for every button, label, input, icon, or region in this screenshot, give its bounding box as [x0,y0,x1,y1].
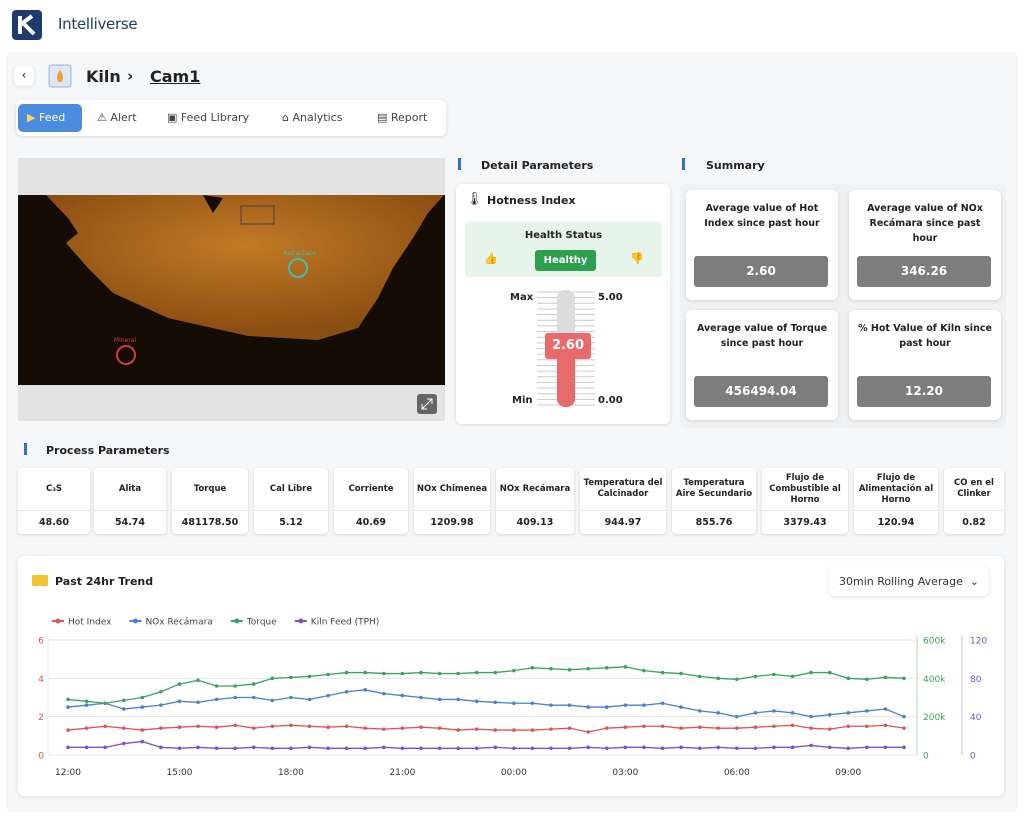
health-badge: Healthy [535,250,596,271]
logo [12,10,42,40]
process-value: 1209.98 [414,510,490,528]
process-label: Flujo de Combustible al Horno [769,472,841,505]
process-value: 481178.50 [172,510,248,528]
tab-label: Feed Library [180,111,250,124]
active-tab-bg [18,104,82,132]
process-value: 0.82 [944,510,1004,528]
process-value: 120.94 [854,510,938,528]
hotness-title: Hotness Index [487,194,576,207]
process-label: CO en el Clinker [954,478,994,499]
tab[interactable]: ⚠ Alert [97,111,137,124]
section-title: Process Parameters [46,444,170,457]
gauge-max-label: Max [510,292,534,303]
process-cell: Temperatura del Calcinador 944.97 [580,468,666,534]
health-title: Health Status [524,230,603,241]
dropdown[interactable]: 30min Rolling Average ⌄ [829,567,989,596]
process-cell: Cal Libre 5.12 [254,468,328,534]
process-cell: Temperatura Aire Secundario 855.76 [672,468,756,534]
section-title: Detail Parameters [481,159,594,172]
gauge-min-value: 0.00 [598,395,623,406]
process-value: 40.69 [334,510,408,528]
process-value: 944.97 [580,510,666,528]
thumb-down[interactable]: 👎 [630,252,644,265]
process-cell: Flujo de Combustible al Horno 3379.43 [762,468,848,534]
process-cell: Corriente 40.69 [334,468,408,534]
process-value: 54.74 [94,510,166,528]
process-label: Alita [118,483,142,494]
kiln-icon [48,64,72,88]
dropdown-value: 30min Rolling Average [839,575,963,588]
process-cell: NOx Recámara 409.13 [496,468,574,534]
section-icon [24,443,34,455]
breadcrumb-parent: Kiln [86,67,121,86]
gauge-min-label: Min [512,395,533,406]
summary-label: Average value of Torque since past hour [696,323,828,349]
process-cell: Flujo de Alimentación al Horno 120.94 [854,468,938,534]
summary-value: 12.20 [857,376,991,407]
summary-value: 346.26 [857,256,991,287]
gauge-fill [557,346,575,407]
back-button[interactable]: ‹ [14,66,34,86]
process-label: NOx Recámara [499,483,571,494]
summary-value: 456494.04 [694,376,828,407]
roi-label: Mineral [114,337,136,344]
tab-label: Feed [38,111,66,124]
process-label: NOx Chimenea [416,483,488,494]
roi-label: Refractario [284,250,317,257]
process-label: Corriente [348,483,394,494]
process-value: 48.60 [18,510,90,528]
breadcrumb-separator: › [127,67,134,85]
section-icon [682,158,692,170]
process-label: Temperatura Aire Secundario [675,478,753,499]
process-label: Cal Libre [269,483,313,494]
video-feed: Refractario Mineral [18,158,445,421]
summary-label: % Hot Value of Kiln since past hour [858,323,992,349]
tab-label: Alert [110,111,137,124]
section-icon [458,158,468,170]
process-value: 5.12 [254,510,328,528]
tab[interactable]: ▶ Feed [27,111,66,124]
thermometer-icon: 🌡 [466,192,483,207]
trend-icon [32,575,48,586]
process-cell: Torque 481178.50 [172,468,248,534]
tab-bar [16,100,446,136]
process-label: Temperatura del Calcinador [583,478,663,499]
summary-value: 2.60 [694,256,828,287]
dropdown-caret: ⌄ [969,575,979,588]
expand-button[interactable] [417,394,437,414]
process-cell: C₃S 48.60 [18,468,90,534]
tab[interactable]: ▣ Feed Library [167,111,250,124]
breadcrumb-current[interactable]: Cam1 [150,67,201,86]
tab[interactable]: ⌂ Analytics [282,111,343,124]
thumb-up[interactable]: 👍 [484,252,498,265]
process-label: C₃S [45,483,63,494]
process-label: Torque [193,483,227,494]
process-value: 3379.43 [762,510,848,528]
summary-label: Average value of NOx Recámara since past… [867,203,983,244]
section-title: Summary [706,159,765,172]
process-label: Flujo de Alimentación al Horno [858,472,934,505]
trend-title: Past 24hr Trend [55,575,154,588]
process-cell: NOx Chimenea 1209.98 [414,468,490,534]
process-value: 855.76 [672,510,756,528]
process-cell: CO en el Clinker 0.82 [944,468,1004,534]
tab[interactable]: ▤ Report [377,111,428,124]
gauge-value: 2.60 [545,333,591,360]
brand: Intelliverse [58,15,138,33]
process-value: 409.13 [496,510,574,528]
tab-label: Report [390,111,428,124]
summary-label: Average value of Hot Index since past ho… [704,203,820,229]
process-cell: Alita 54.74 [94,468,166,534]
gauge [537,290,595,407]
tab-label: Analytics [292,111,343,124]
gauge-max-value: 5.00 [598,292,623,303]
